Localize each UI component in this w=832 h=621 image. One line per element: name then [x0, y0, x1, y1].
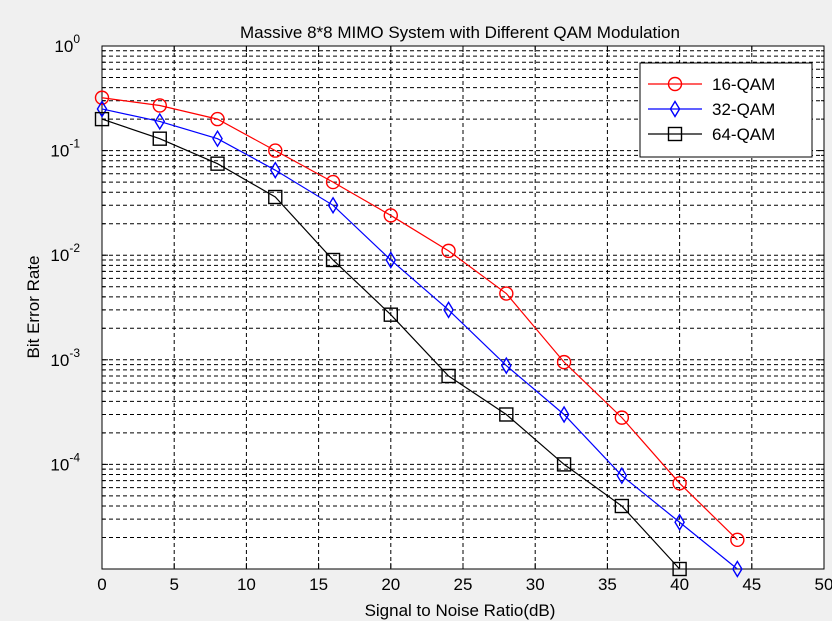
series-line-32-qam: [101, 108, 738, 570]
data-point-64-qam: [268, 189, 283, 205]
tick-marks: [101, 46, 825, 569]
data-point-16-qam: [672, 476, 687, 491]
data-point-16-qam: [499, 286, 514, 301]
series-line-16-qam: [101, 97, 738, 541]
data-point-64-qam: [556, 457, 572, 472]
x-axis-label: Signal to Noise Ratio(dB): [365, 601, 556, 620]
x-tick-label: 30: [526, 575, 545, 594]
data-point-32-qam: [443, 301, 454, 319]
data-point-32-qam: [154, 112, 166, 131]
y-tick-label: 10-1: [50, 137, 80, 161]
legend-box: [639, 62, 813, 158]
y-tick-label: 100: [54, 32, 80, 56]
x-tick-label: 40: [670, 575, 689, 594]
y-tick-label: 10-3: [50, 346, 80, 370]
x-tick-label: 45: [742, 575, 761, 594]
data-point-16-qam: [614, 410, 630, 425]
data-point-32-qam: [674, 513, 685, 532]
legend-label-64-qam: 64-QAM: [712, 125, 775, 144]
data-point-32-qam: [558, 405, 570, 424]
data-point-64-qam: [152, 131, 167, 146]
x-tick-labels: 0 5 10 15 20 25 30 35 40 45 50: [97, 575, 832, 594]
data-point-16-qam: [383, 208, 398, 223]
legend-marker-64-qam: [667, 126, 683, 142]
legend-label-16-qam: 16-QAM: [712, 75, 775, 94]
data-point-16-qam: [268, 143, 283, 158]
data-point-64-qam: [383, 307, 398, 322]
data-point-16-qam: [210, 111, 225, 127]
chart-title: Massive 8*8 MIMO System with Different Q…: [240, 23, 680, 42]
y-axis-label: Bit Error Rate: [24, 256, 43, 359]
data-point-64-qam: [210, 156, 225, 171]
data-point-16-qam: [94, 90, 110, 105]
x-tick-label: 5: [169, 575, 178, 594]
data-point-64-qam: [94, 111, 110, 127]
data-point-64-qam: [614, 498, 630, 514]
data-point-32-qam: [212, 129, 223, 148]
legend-label-32-qam: 32-QAM: [712, 100, 775, 119]
data-point-32-qam: [385, 251, 397, 269]
data-point-16-qam: [441, 243, 456, 259]
x-tick-label: 15: [309, 575, 328, 594]
data-point-32-qam: [96, 100, 108, 118]
y-tick-label: 10-4: [50, 450, 80, 474]
y-tick-label: 10-2: [50, 241, 80, 265]
data-point-64-qam: [672, 561, 687, 577]
x-tick-label: 0: [97, 575, 106, 594]
x-tick-label: 20: [381, 575, 400, 594]
data-point-32-qam: [500, 356, 512, 375]
data-point-32-qam: [616, 466, 628, 485]
data-point-16-qam: [152, 98, 167, 113]
data-point-64-qam: [499, 407, 514, 422]
data-point-16-qam: [325, 174, 341, 190]
x-tick-label: 25: [454, 575, 473, 594]
y-tick-labels: 100 10-1 10-2 10-3 10-4: [50, 32, 80, 474]
series-lines: [101, 97, 738, 570]
series-line-64-qam: [101, 118, 681, 570]
series-markers: [94, 90, 745, 578]
x-tick-label: 50: [815, 575, 832, 594]
data-point-32-qam: [269, 161, 281, 180]
data-point-16-qam: [730, 532, 745, 548]
legend-marker-16-qam: [667, 76, 683, 92]
x-tick-label: 35: [598, 575, 617, 594]
x-tick-label: 10: [237, 575, 256, 594]
data-point-64-qam: [441, 368, 456, 384]
data-point-32-qam: [327, 196, 339, 215]
legend-marker-32-qam: [669, 100, 681, 118]
data-point-64-qam: [325, 252, 341, 268]
legend: 16-QAM 32-QAM 64-QAM: [639, 62, 813, 158]
data-point-16-qam: [556, 354, 572, 370]
data-point-32-qam: [731, 560, 743, 578]
